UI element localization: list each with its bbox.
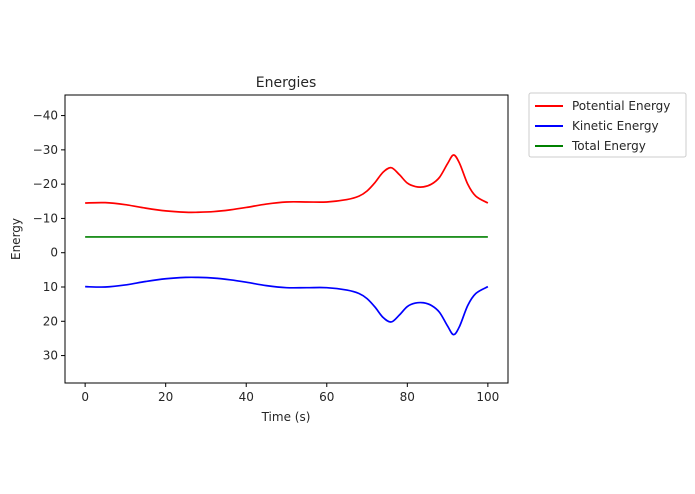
x-axis: 0 20 40 60 80 100	[81, 383, 499, 404]
x-tick-label: 40	[239, 390, 254, 404]
x-tick-label: 100	[476, 390, 499, 404]
series-line-kinetic-energy	[85, 276, 489, 336]
y-tick-label: 20	[43, 314, 58, 328]
x-tick-label: 0	[81, 390, 89, 404]
y-tick-label: −40	[33, 109, 58, 123]
y-tick-label: 30	[43, 349, 58, 363]
y-tick-label: 10	[43, 280, 58, 294]
y-tick-label: 0	[50, 246, 58, 260]
x-tick-label: 60	[319, 390, 334, 404]
y-tick-label: −10	[33, 211, 58, 225]
legend-label-kinetic-energy: Kinetic Energy	[572, 119, 659, 133]
legend: Potential Energy Kinetic Energy Total Ener…	[528, 92, 687, 158]
legend-label-potential-energy: Potential Energy	[572, 99, 670, 113]
x-tick-label: 80	[400, 390, 415, 404]
legend-frame	[528, 92, 687, 158]
series-line-potential-energy	[85, 154, 489, 214]
series-lines	[85, 154, 489, 336]
x-axis-label: Time (s)	[261, 410, 311, 424]
y-tick-label: −20	[33, 177, 58, 191]
legend-label-total-energy: Total Energy	[571, 139, 646, 153]
y-axis: −40 −30 −20 −10 0 10 20 30	[33, 109, 65, 363]
y-tick-label: −30	[33, 143, 58, 157]
chart-title: Energies	[256, 75, 317, 91]
y-axis-label: Energy	[9, 218, 23, 260]
x-tick-label: 20	[158, 390, 173, 404]
plot-frame	[64, 94, 509, 384]
